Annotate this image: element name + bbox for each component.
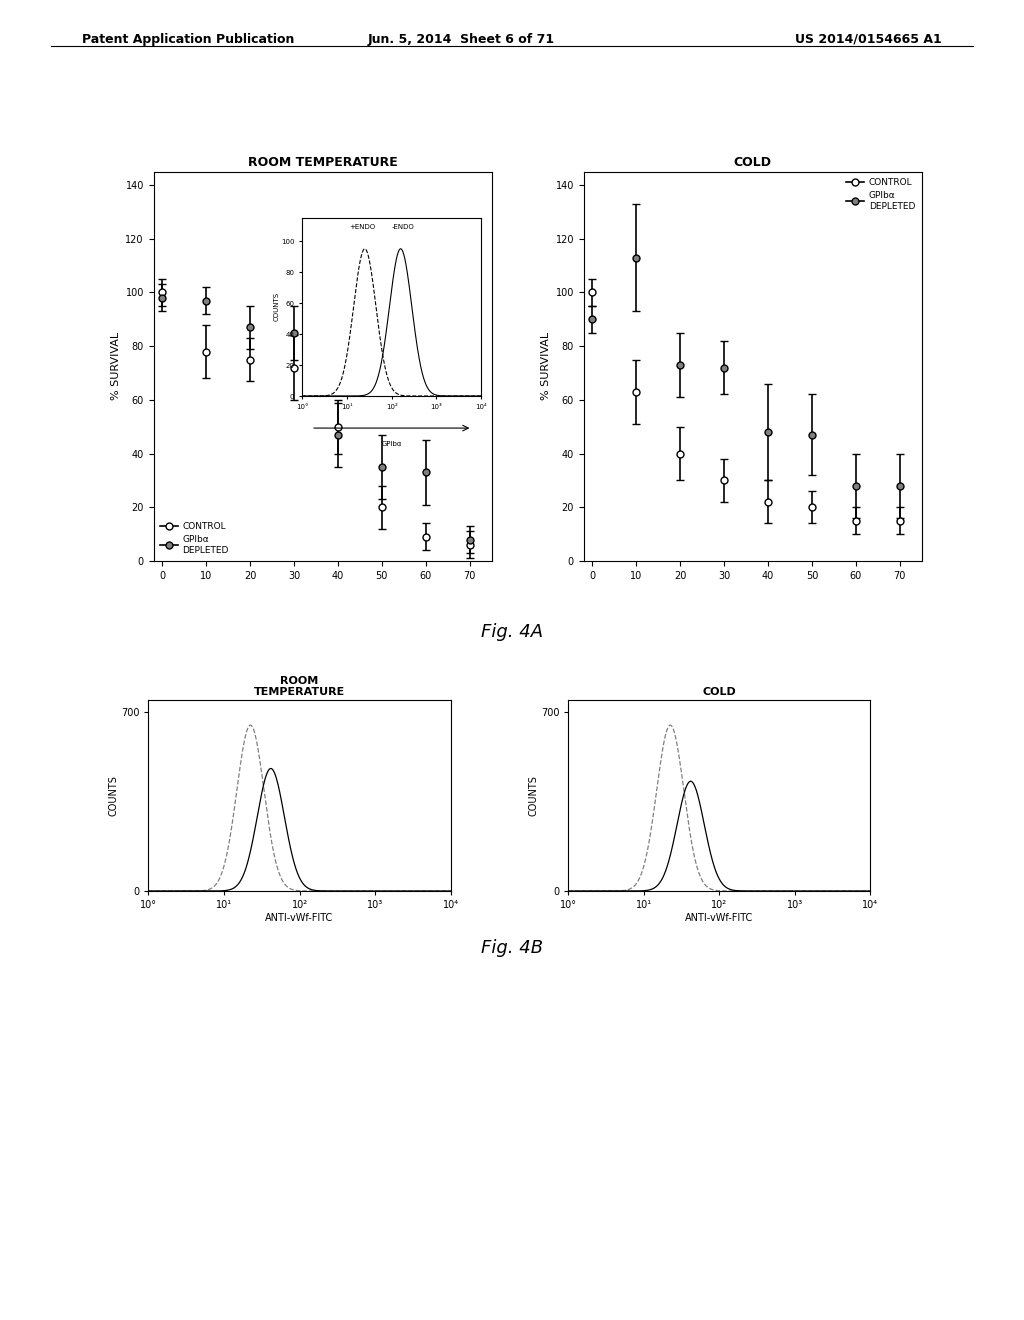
Text: Fig. 4B: Fig. 4B bbox=[481, 939, 543, 957]
Y-axis label: % SURVIVAL: % SURVIVAL bbox=[112, 333, 121, 400]
X-axis label: ANTI-vWf-FITC: ANTI-vWf-FITC bbox=[265, 913, 334, 923]
Legend: CONTROL, GPIbα
DEPLETED: CONTROL, GPIbα DEPLETED bbox=[158, 520, 230, 557]
Title: ROOM
TEMPERATURE: ROOM TEMPERATURE bbox=[254, 676, 345, 697]
Text: +ENDO: +ENDO bbox=[349, 223, 376, 230]
Y-axis label: COUNTS: COUNTS bbox=[109, 775, 118, 816]
Text: -ENDO: -ENDO bbox=[391, 223, 415, 230]
Text: Patent Application Publication: Patent Application Publication bbox=[82, 33, 294, 46]
Text: Jun. 5, 2014  Sheet 6 of 71: Jun. 5, 2014 Sheet 6 of 71 bbox=[368, 33, 554, 46]
Text: US 2014/0154665 A1: US 2014/0154665 A1 bbox=[796, 33, 942, 46]
Y-axis label: COUNTS: COUNTS bbox=[528, 775, 538, 816]
Text: Fig. 4A: Fig. 4A bbox=[481, 623, 543, 642]
Title: ROOM TEMPERATURE: ROOM TEMPERATURE bbox=[248, 156, 397, 169]
Legend: CONTROL, GPIbα
DEPLETED: CONTROL, GPIbα DEPLETED bbox=[845, 176, 918, 213]
Y-axis label: % SURVIVAL: % SURVIVAL bbox=[542, 333, 551, 400]
Title: COLD: COLD bbox=[733, 156, 772, 169]
Text: GPIbα: GPIbα bbox=[381, 441, 402, 447]
Y-axis label: COUNTS: COUNTS bbox=[273, 292, 280, 322]
X-axis label: ANTI-vWf-FITC: ANTI-vWf-FITC bbox=[685, 913, 754, 923]
Title: COLD: COLD bbox=[702, 688, 736, 697]
